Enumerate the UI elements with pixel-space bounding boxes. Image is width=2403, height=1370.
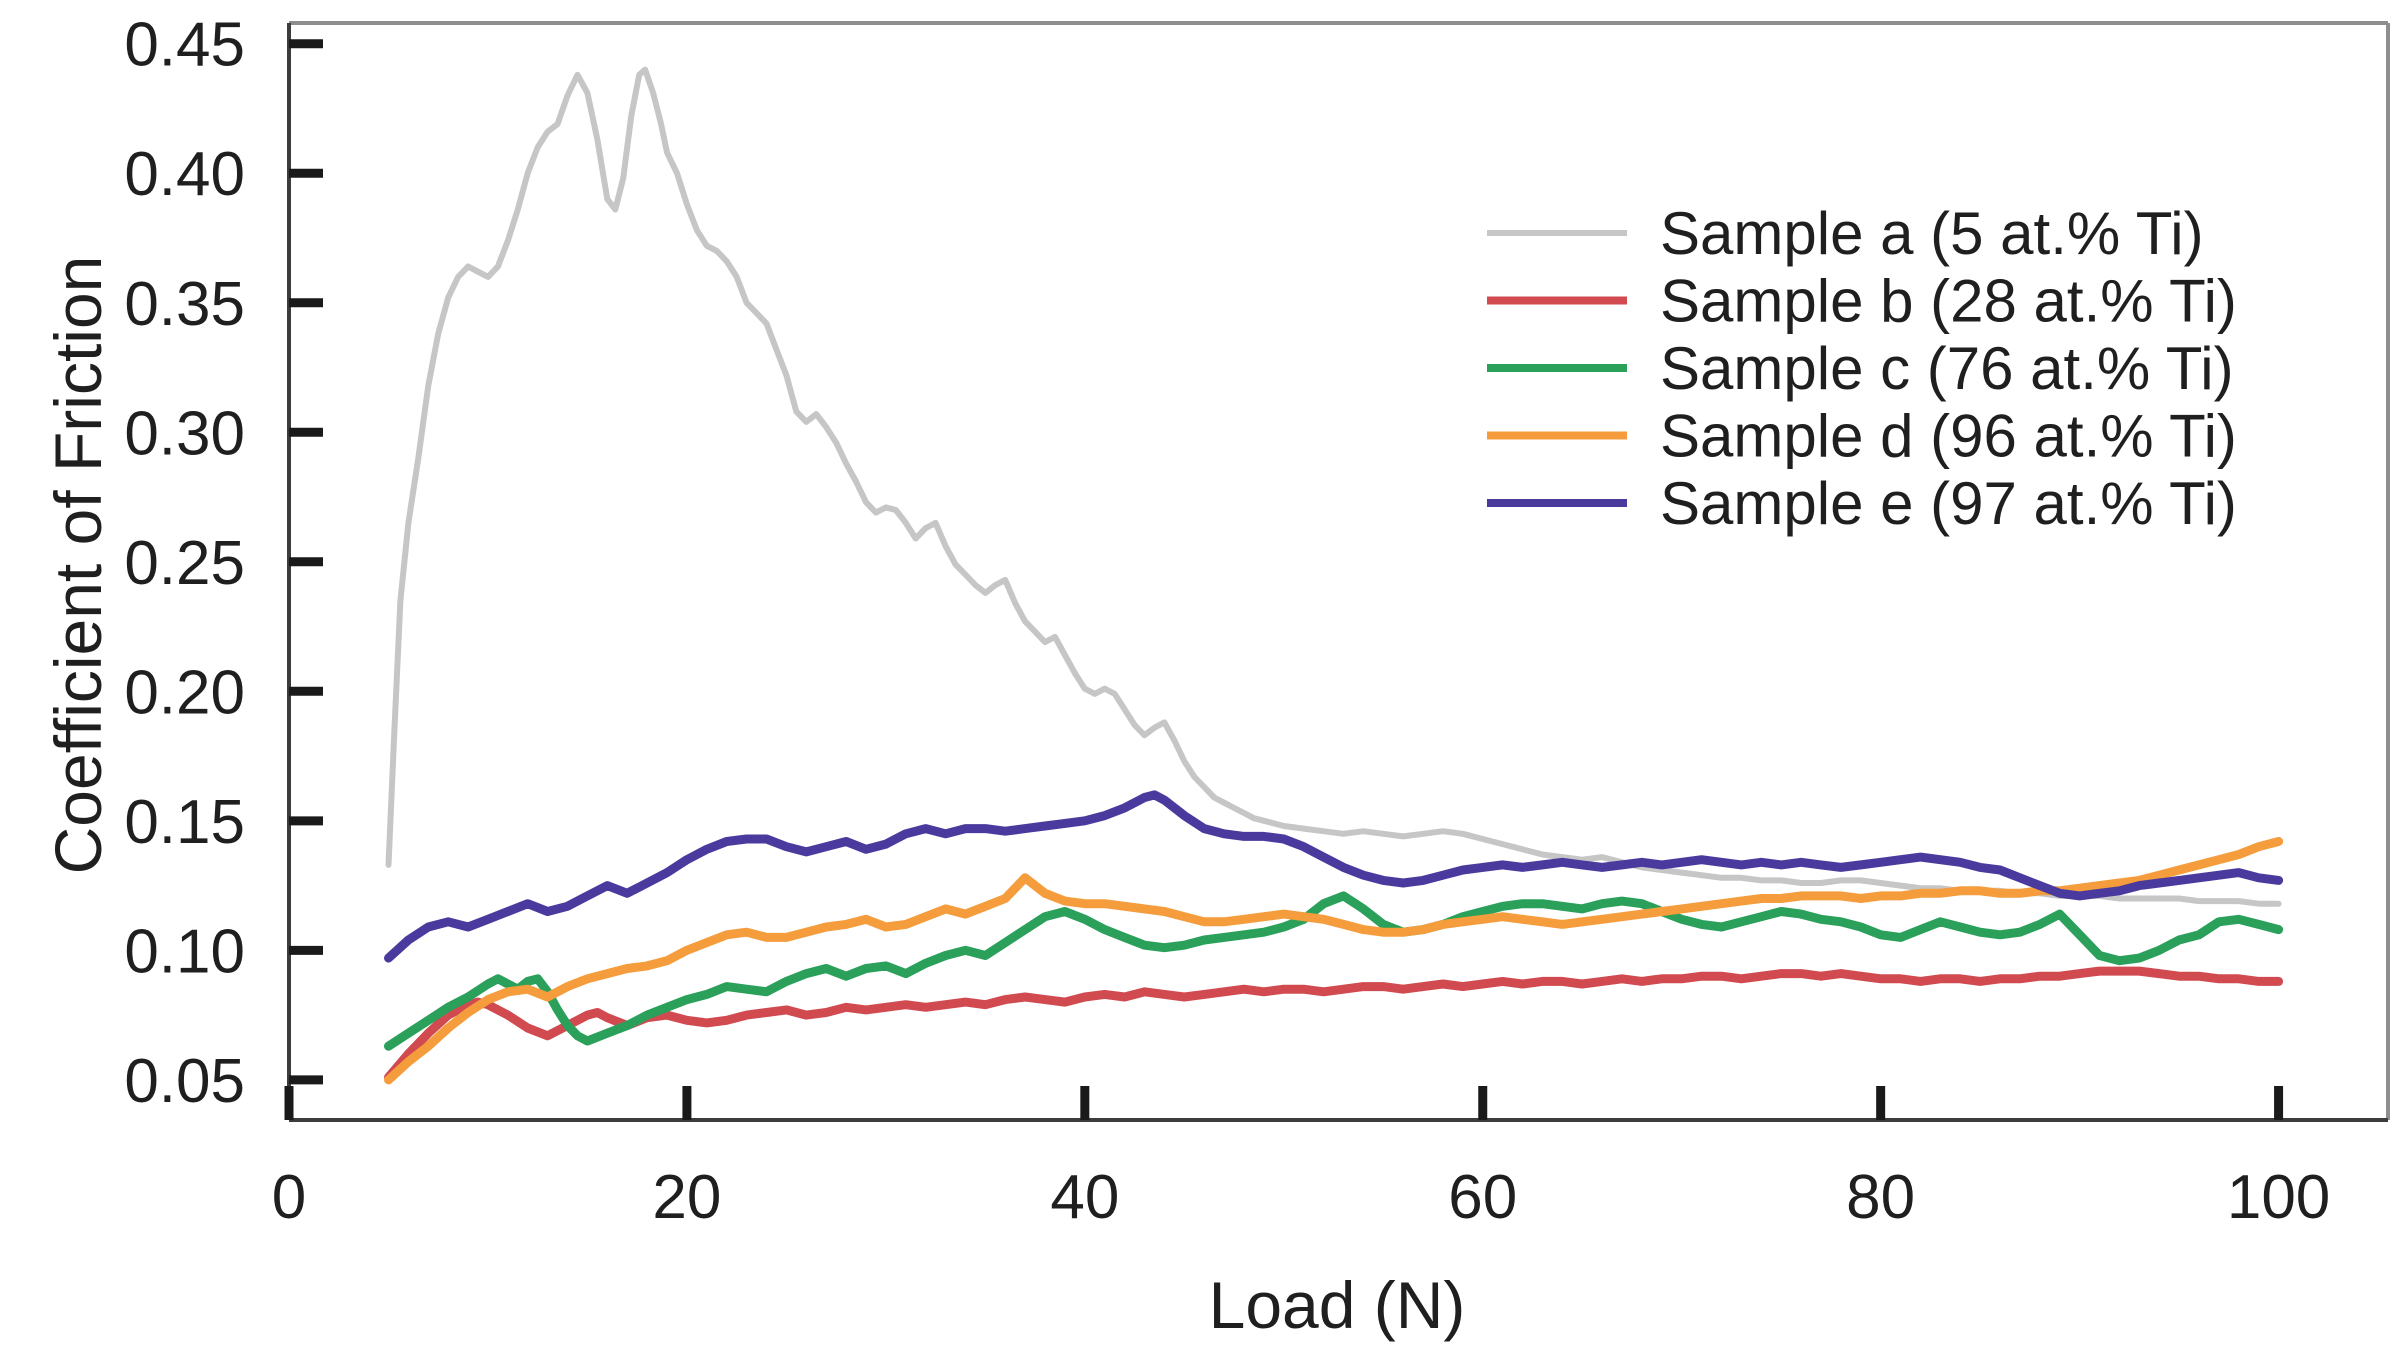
y-tick-label: 0.10	[124, 917, 245, 986]
y-tick-label: 0.30	[124, 399, 245, 468]
series-line	[384, 966, 2284, 1082]
y-tick-label: 0.20	[124, 658, 245, 727]
x-tick-label: 100	[2227, 1163, 2330, 1232]
x-tick-label: 60	[1448, 1163, 1517, 1232]
y-tick-label: 0.40	[124, 140, 245, 209]
y-tick-label: 0.45	[124, 11, 245, 80]
x-tick-label: 80	[1846, 1163, 1915, 1232]
legend-label: Sample e (97 at.% Ti)	[1660, 470, 2237, 537]
series-line	[384, 790, 2284, 963]
y-axis-title: Coefficient of Friction	[41, 255, 115, 875]
x-axis-title: Load (N)	[1208, 1268, 1466, 1342]
legend-label: Sample d (96 at.% Ti)	[1660, 403, 2237, 470]
y-tick-label: 0.35	[124, 270, 245, 339]
y-tick-label: 0.25	[124, 529, 245, 598]
series-line	[384, 837, 2284, 1085]
x-tick-label: 0	[272, 1163, 306, 1232]
legend-label: Sample a (5 at.% Ti)	[1660, 200, 2204, 267]
x-tick-label: 20	[652, 1163, 721, 1232]
y-tick-label: 0.15	[124, 788, 245, 857]
series-line	[384, 891, 2284, 1051]
legend-label: Sample b (28 at.% Ti)	[1660, 268, 2237, 335]
x-tick-label: 40	[1050, 1163, 1119, 1232]
y-tick-label: 0.05	[124, 1047, 245, 1116]
legend-label: Sample c (76 at.% Ti)	[1660, 335, 2234, 402]
series-line	[385, 66, 2282, 907]
